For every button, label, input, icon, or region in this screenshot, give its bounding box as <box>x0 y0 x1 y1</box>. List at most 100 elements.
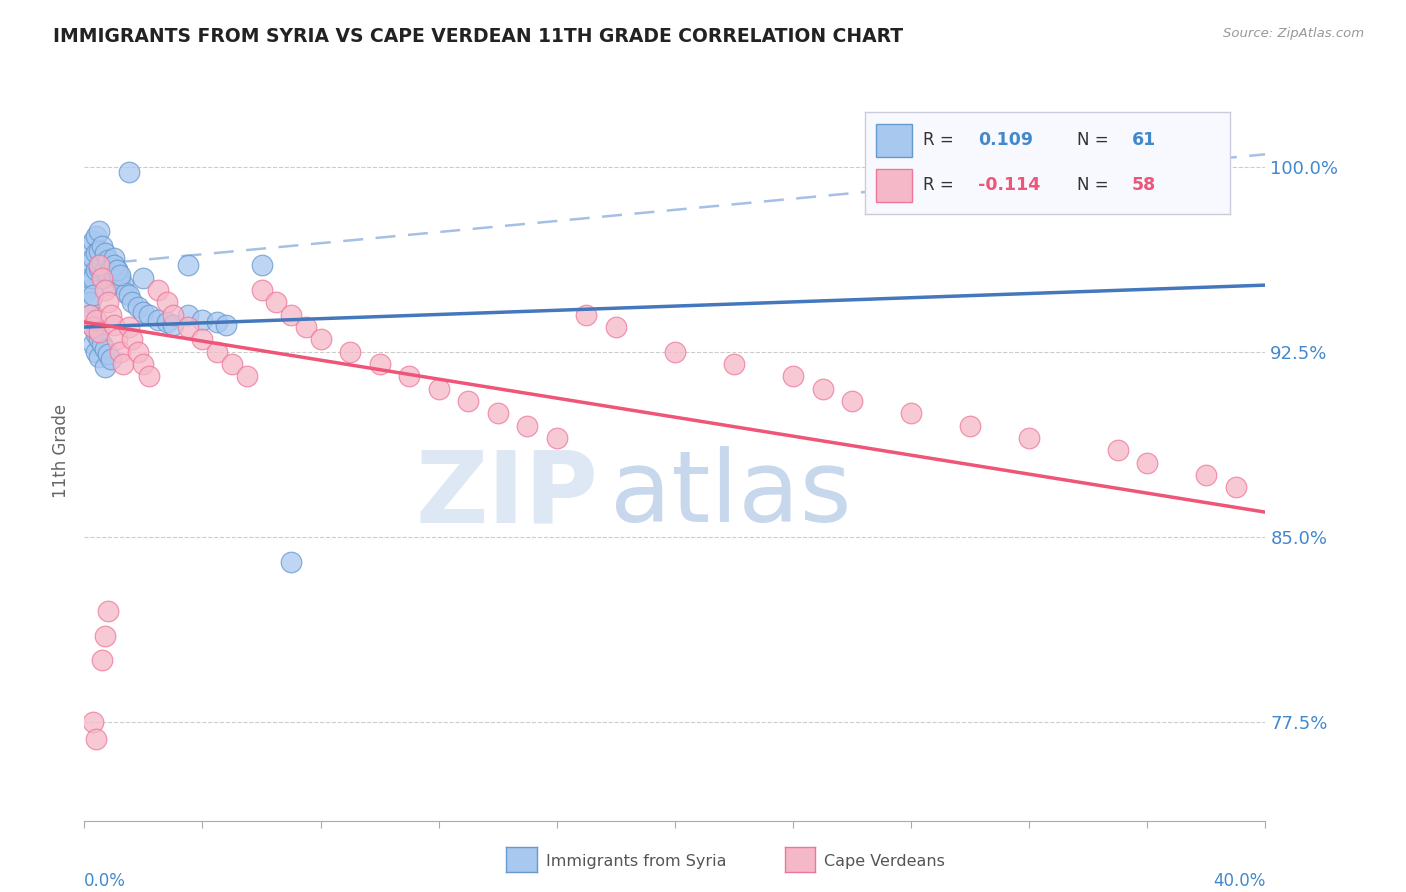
Point <box>97 253 120 268</box>
Point <box>87 258 111 272</box>
Point <box>91 238 114 252</box>
Point <box>427 382 450 396</box>
Point <box>900 406 922 420</box>
Point <box>457 394 479 409</box>
Point <box>148 283 170 297</box>
Point <box>280 308 302 322</box>
Point <box>84 344 107 359</box>
Point <box>162 318 184 332</box>
Text: N =: N = <box>1077 131 1114 149</box>
Text: 0.0%: 0.0% <box>84 872 127 890</box>
Point <box>132 270 155 285</box>
Point <box>339 344 361 359</box>
Point <box>841 394 863 409</box>
Point <box>76 283 98 297</box>
Point <box>91 256 114 270</box>
Point <box>79 308 101 322</box>
Point <box>221 357 243 371</box>
Point <box>156 315 179 329</box>
Point <box>82 251 104 265</box>
Point <box>79 238 101 252</box>
Point <box>100 260 122 275</box>
Point <box>84 228 107 243</box>
Point <box>309 332 332 346</box>
Point <box>546 431 568 445</box>
Point <box>782 369 804 384</box>
Point <box>1195 468 1218 483</box>
Point <box>87 224 111 238</box>
Point <box>82 270 104 285</box>
Point <box>1107 443 1129 458</box>
Point <box>108 268 131 283</box>
Point <box>111 278 134 293</box>
Point <box>127 301 149 315</box>
Point <box>250 283 273 297</box>
Point <box>84 246 107 260</box>
Text: N =: N = <box>1077 177 1114 194</box>
Point <box>191 312 214 326</box>
Point <box>127 344 149 359</box>
Point <box>516 418 538 433</box>
Point <box>100 278 122 293</box>
Point <box>100 308 122 322</box>
Point <box>156 295 179 310</box>
Text: Immigrants from Syria: Immigrants from Syria <box>546 855 725 869</box>
Point <box>108 270 131 285</box>
Point <box>97 268 120 283</box>
FancyBboxPatch shape <box>876 169 912 202</box>
Point <box>84 263 107 277</box>
Text: atlas: atlas <box>610 446 852 543</box>
Point <box>121 295 143 310</box>
Point <box>87 332 111 346</box>
Text: 58: 58 <box>1132 177 1156 194</box>
Point <box>94 628 117 642</box>
Point <box>236 369 259 384</box>
Point <box>207 344 229 359</box>
Point <box>114 285 136 300</box>
Point <box>138 369 160 384</box>
Point <box>1225 480 1247 494</box>
Point <box>82 337 104 351</box>
Point <box>207 315 229 329</box>
Text: Source: ZipAtlas.com: Source: ZipAtlas.com <box>1223 27 1364 40</box>
Point <box>148 312 170 326</box>
Point <box>103 258 125 272</box>
Point <box>295 320 318 334</box>
Point <box>84 327 107 342</box>
Point <box>250 258 273 272</box>
Text: 40.0%: 40.0% <box>1213 872 1265 890</box>
FancyBboxPatch shape <box>876 124 912 157</box>
Point <box>94 283 117 297</box>
Point <box>811 382 834 396</box>
Point <box>87 325 111 339</box>
Point <box>97 604 120 618</box>
Text: IMMIGRANTS FROM SYRIA VS CAPE VERDEAN 11TH GRADE CORRELATION CHART: IMMIGRANTS FROM SYRIA VS CAPE VERDEAN 11… <box>53 27 904 45</box>
Point <box>215 318 238 332</box>
Point <box>79 308 101 322</box>
Point <box>132 357 155 371</box>
Point <box>76 258 98 272</box>
Point <box>486 406 509 420</box>
Point <box>605 320 627 334</box>
Point <box>177 308 200 322</box>
Point <box>100 352 122 367</box>
Point <box>82 234 104 248</box>
Point <box>108 344 131 359</box>
Point <box>1018 431 1040 445</box>
Text: R =: R = <box>924 131 959 149</box>
Text: 61: 61 <box>1132 131 1156 149</box>
Point <box>1136 456 1159 470</box>
Point <box>82 288 104 302</box>
Point <box>111 357 134 371</box>
Point <box>82 714 104 729</box>
Point <box>118 164 141 178</box>
Point <box>103 318 125 332</box>
Point <box>723 357 745 371</box>
Point <box>162 308 184 322</box>
Point <box>105 263 128 277</box>
Point <box>177 320 200 334</box>
Point <box>398 369 420 384</box>
Point <box>575 308 598 322</box>
Point <box>79 270 101 285</box>
Point <box>105 332 128 346</box>
